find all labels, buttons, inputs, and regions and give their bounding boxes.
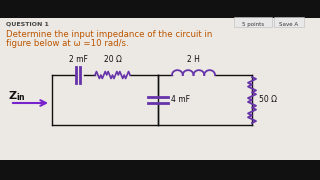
Text: QUESTION 1: QUESTION 1	[6, 22, 49, 27]
Bar	[0, 18, 320, 160]
Text: Save A: Save A	[279, 22, 299, 27]
Text: 2 H: 2 H	[187, 55, 200, 64]
Text: Determine the input impedance of the circuit in: Determine the input impedance of the cir…	[6, 30, 212, 39]
Text: 50 Ω: 50 Ω	[259, 96, 277, 105]
Text: 5 points: 5 points	[242, 22, 264, 27]
Text: figure below at ω =10 rad/s.: figure below at ω =10 rad/s.	[6, 39, 129, 48]
Bar	[274, 17, 304, 27]
Text: 20 Ω: 20 Ω	[104, 55, 121, 64]
Bar	[234, 17, 272, 27]
Text: $\mathbf{Z}_{\mathbf{in}}$: $\mathbf{Z}_{\mathbf{in}}$	[8, 89, 26, 103]
Text: 2 mF: 2 mF	[68, 55, 87, 64]
Text: 4 mF: 4 mF	[171, 96, 190, 105]
